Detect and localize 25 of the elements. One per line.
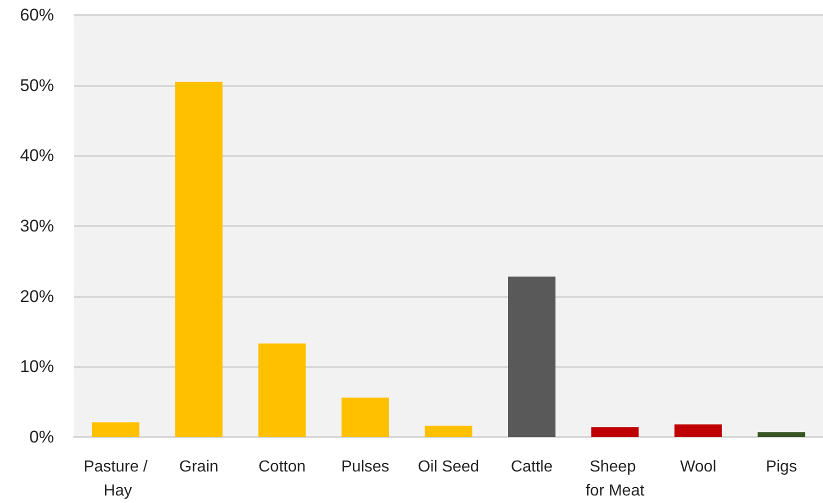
- x-tick-label: Cattle: [510, 458, 553, 476]
- bar: [508, 276, 556, 437]
- x-tick-label: Cotton: [258, 458, 306, 476]
- bar: [674, 424, 722, 437]
- x-tick-label: Oil Seed: [418, 458, 480, 476]
- x-tick-label: Sheep for Meat: [586, 458, 645, 500]
- x-tick-label: Wool: [680, 458, 716, 476]
- bar: [758, 432, 806, 437]
- y-tick-label: 30%: [20, 216, 54, 236]
- bar: [175, 82, 223, 437]
- bar: [92, 422, 140, 437]
- bar: [342, 398, 389, 437]
- y-tick-label: 50%: [20, 76, 54, 95]
- bar: [258, 343, 306, 437]
- x-tick-label: Grain: [179, 458, 218, 476]
- x-tick-label: Pasture / Hay: [84, 458, 148, 500]
- x-tick-label: Pigs: [766, 458, 797, 476]
- bar: [424, 426, 472, 437]
- y-tick-label: 10%: [20, 357, 54, 376]
- y-tick-label: 60%: [20, 6, 54, 24]
- bar: [591, 427, 639, 437]
- y-tick-label: 40%: [20, 146, 54, 166]
- y-tick-label: 20%: [20, 286, 54, 306]
- y-tick-label: 0%: [29, 428, 54, 446]
- x-tick-label: Pulses: [341, 458, 390, 476]
